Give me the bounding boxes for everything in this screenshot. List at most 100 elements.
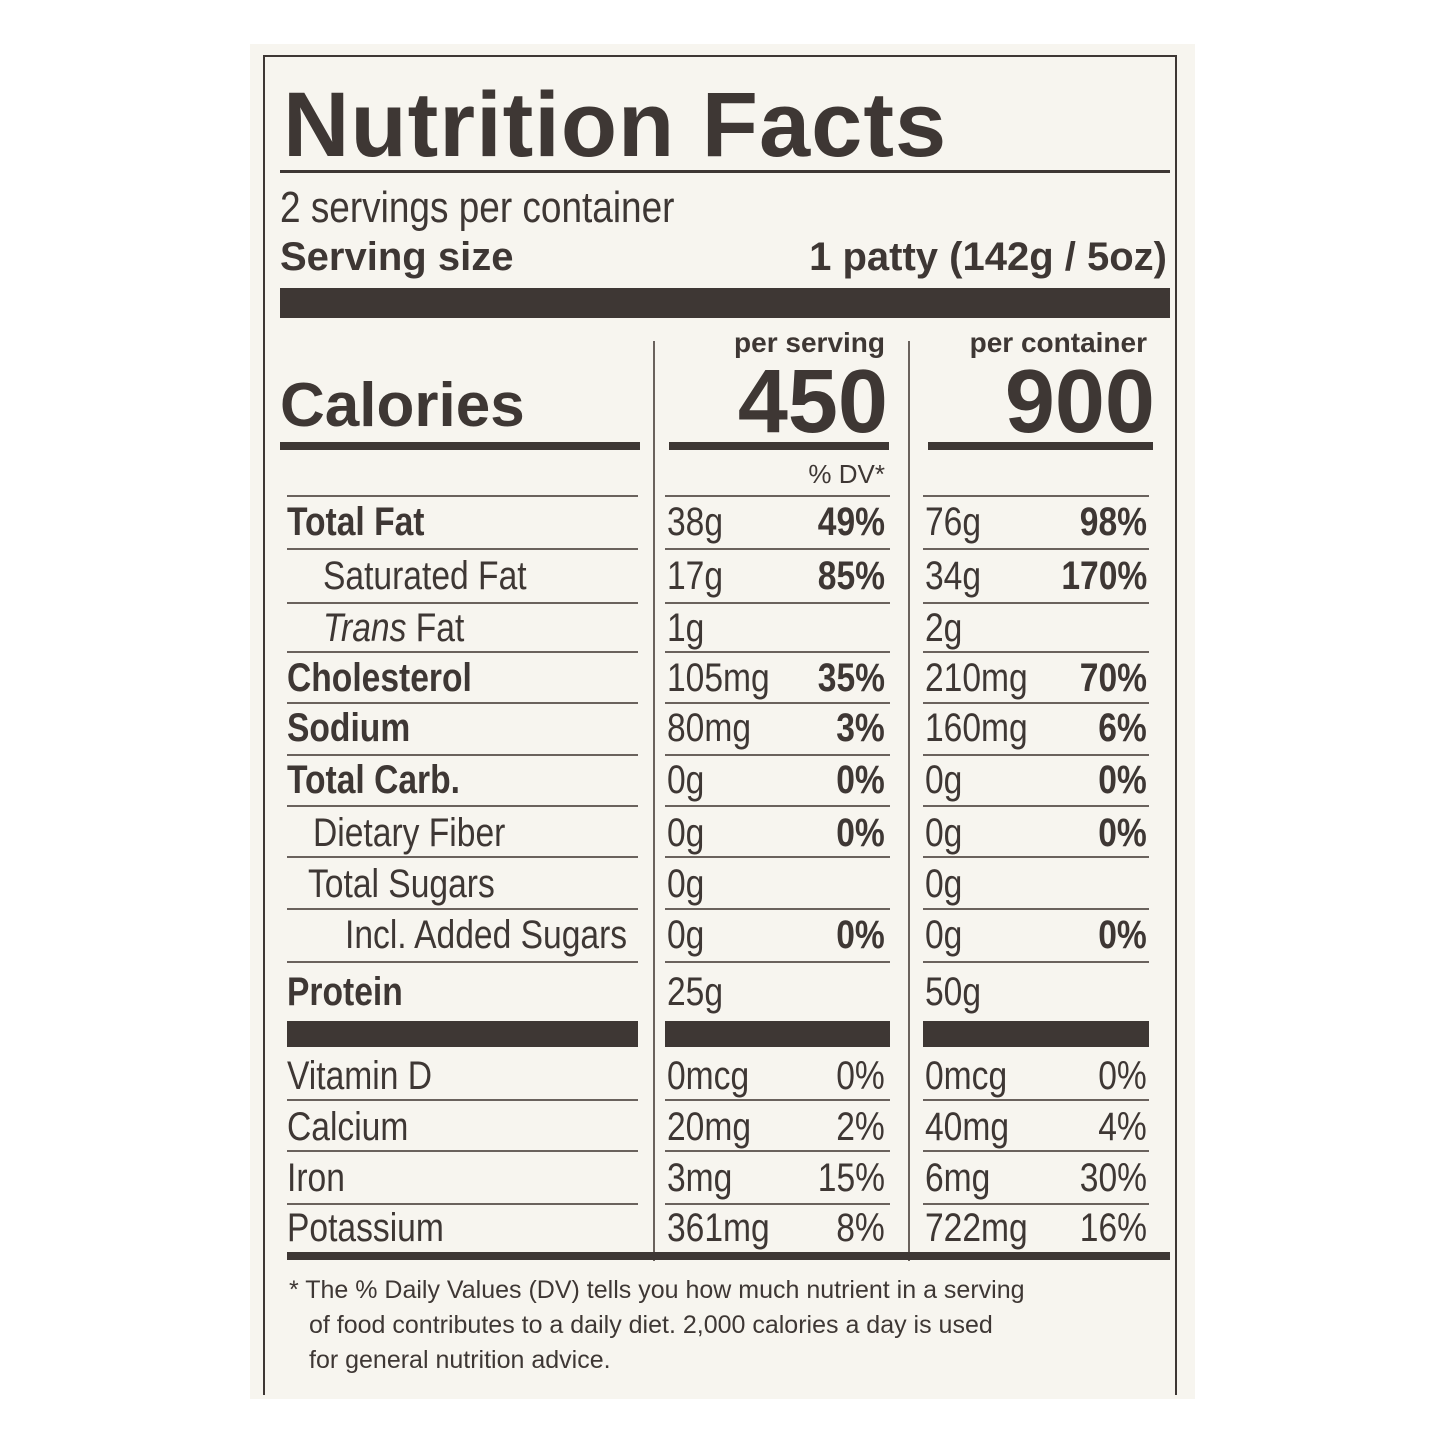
row-rule <box>287 908 638 910</box>
column-divider-1 <box>653 341 655 1261</box>
nutrient-name: Calcium <box>287 1105 409 1149</box>
serving-dv: 85% <box>817 554 885 598</box>
row-rule <box>287 805 638 807</box>
nutrient-name: Total Carb. <box>287 758 460 802</box>
row-rule <box>923 651 1149 653</box>
row-rule <box>923 805 1149 807</box>
container-dv: 0% <box>1098 758 1147 802</box>
nutrient-name: Total Fat <box>287 500 425 544</box>
row-rule <box>665 495 890 497</box>
vitamin-bar-2 <box>665 1021 890 1047</box>
container-dv: 0% <box>1098 1054 1147 1098</box>
nutrient-name-rest: Fat <box>406 606 465 650</box>
row-rule <box>665 651 890 653</box>
row-rule <box>287 754 638 756</box>
column-divider-2 <box>908 341 910 1261</box>
container-dv: 98% <box>1079 500 1147 544</box>
row-rule <box>287 651 638 653</box>
row-rule <box>665 908 890 910</box>
container-amount: 50g <box>925 970 982 1014</box>
calories-rule-container <box>928 442 1153 450</box>
container-amount: 76g <box>925 500 982 544</box>
serving-size-label: Serving size <box>280 235 514 279</box>
footnote-rule <box>287 1252 1170 1260</box>
per-container-label: per container <box>969 327 1147 358</box>
row-rule <box>665 548 890 550</box>
nutrient-name: Cholesterol <box>287 656 472 700</box>
nutrient-name: Sodium <box>287 706 411 750</box>
container-amount: 160mg <box>925 706 1028 750</box>
nutrient-name: Incl. Added Sugars <box>345 913 628 957</box>
row-rule <box>923 602 1149 604</box>
footnote-line-1: * The % Daily Values (DV) tells you how … <box>289 1276 1025 1304</box>
row-rule <box>665 1150 890 1152</box>
nutrient-name: Vitamin D <box>287 1054 433 1098</box>
row-rule <box>923 1150 1149 1152</box>
container-amount: 40mg <box>925 1105 1010 1149</box>
row-rule <box>923 1203 1149 1205</box>
container-amount: 0g <box>925 862 963 906</box>
serving-amount: 105mg <box>667 656 770 700</box>
footnote: * The % Daily Values (DV) tells you how … <box>289 1273 1025 1378</box>
container-dv: 4% <box>1098 1105 1147 1149</box>
row-rule <box>923 961 1149 963</box>
row-rule <box>923 1099 1149 1101</box>
serving-amount: 0mcg <box>667 1054 750 1098</box>
vitamin-bar-3 <box>923 1021 1149 1047</box>
label-title: Nutrition Facts <box>283 74 948 176</box>
calories-per-serving: 450 <box>737 352 888 452</box>
nutrition-facts-label: Nutrition Facts 2 servings per container… <box>263 55 1177 1395</box>
container-amount: 722mg <box>925 1206 1028 1250</box>
row-rule <box>287 1150 638 1152</box>
serving-dv: 0% <box>836 811 885 855</box>
row-rule <box>923 495 1149 497</box>
container-amount: 6mg <box>925 1156 991 1200</box>
row-rule <box>287 856 638 858</box>
row-rule <box>665 856 890 858</box>
calories-label: Calories <box>280 371 525 440</box>
serving-dv: 49% <box>817 500 885 544</box>
label-background <box>250 44 1195 1399</box>
row-rule <box>665 1203 890 1205</box>
row-rule <box>665 961 890 963</box>
serving-amount: 20mg <box>667 1105 752 1149</box>
dv-header: % DV* <box>808 459 885 489</box>
row-rule <box>665 754 890 756</box>
container-dv: 30% <box>1079 1156 1147 1200</box>
container-amount: 0g <box>925 758 963 802</box>
container-dv: 70% <box>1079 656 1147 700</box>
calories-rule-name <box>280 442 640 450</box>
calories-rule-serving <box>669 442 889 450</box>
title-rule <box>280 170 1170 173</box>
serving-size-value: 1 patty (142g / 5oz) <box>809 235 1167 279</box>
footnote-line-2: of food contributes to a daily diet. 2,0… <box>309 1311 993 1339</box>
serving-dv: 35% <box>817 656 885 700</box>
row-rule <box>287 495 638 497</box>
nutrient-name-italic: Trans <box>323 606 407 650</box>
container-dv: 0% <box>1098 913 1147 957</box>
container-amount: 210mg <box>925 656 1028 700</box>
nutrient-name: Saturated Fat <box>323 554 527 598</box>
row-rule <box>665 1099 890 1101</box>
container-dv: 6% <box>1098 706 1147 750</box>
serving-amount: 1g <box>667 606 705 650</box>
serving-amount: 38g <box>667 500 724 544</box>
container-amount: 0g <box>925 811 963 855</box>
row-rule <box>665 702 890 704</box>
serving-amount: 0g <box>667 758 705 802</box>
serving-amount: 3mg <box>667 1156 733 1200</box>
container-dv: 0% <box>1098 811 1147 855</box>
nutrient-name: Protein <box>287 970 403 1014</box>
row-rule <box>287 702 638 704</box>
nutrient-name: Total Sugars <box>308 862 495 906</box>
serving-amount: 0g <box>667 913 705 957</box>
row-rule <box>923 702 1149 704</box>
vitamin-bar-1 <box>287 1021 638 1047</box>
row-rule <box>923 856 1149 858</box>
serving-amount: 361mg <box>667 1206 770 1250</box>
thick-rule-top <box>280 288 1170 318</box>
row-rule <box>287 1203 638 1205</box>
container-amount: 34g <box>925 554 982 598</box>
serving-amount: 0g <box>667 862 705 906</box>
row-rule <box>665 602 890 604</box>
